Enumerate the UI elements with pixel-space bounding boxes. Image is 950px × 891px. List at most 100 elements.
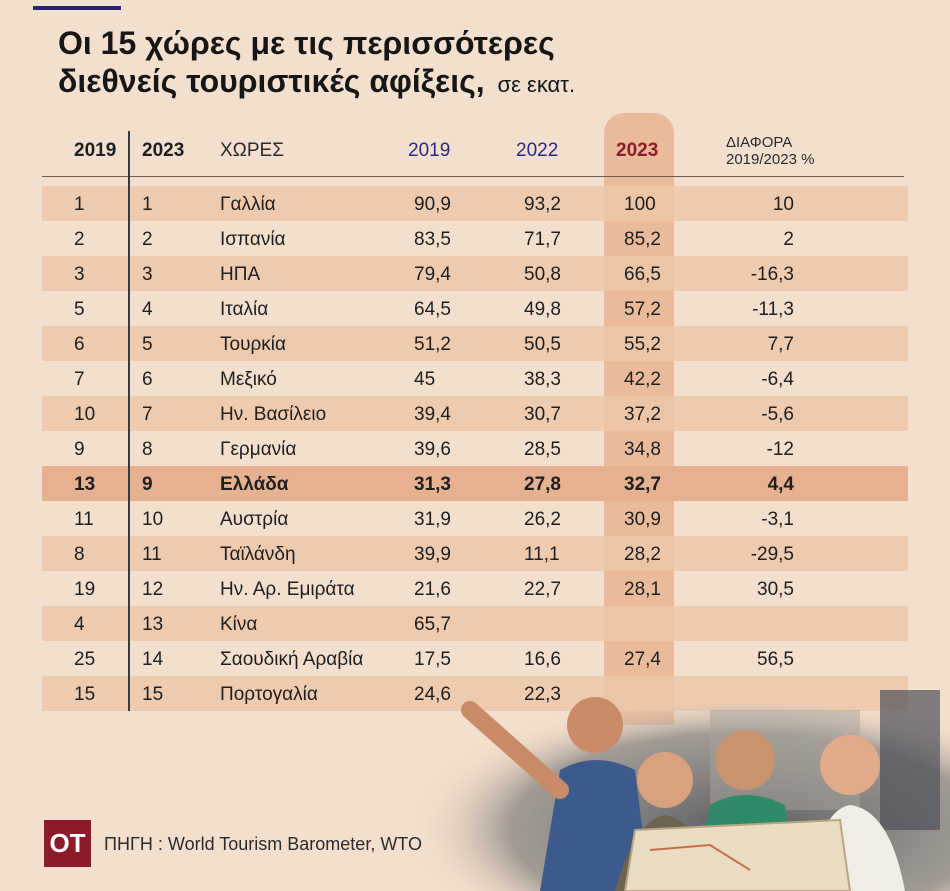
rank-2023-cell: 7 <box>142 404 153 425</box>
arrivals-2019-cell: 31,9 <box>414 509 451 530</box>
arrivals-2023-cell: 28,1 <box>624 579 661 600</box>
table-header: 2019 2023 ΧΩΡΕΣ 2019 2022 2023 ΔΙΑΦΟΡΑ 2… <box>42 128 908 178</box>
table-row: 1 1 Γαλλία 90,9 93,2 100 10 <box>42 186 908 221</box>
arrivals-2022-cell: 93,2 <box>524 194 561 215</box>
table-row: 2 2 Ισπανία 83,5 71,7 85,2 2 <box>42 221 908 256</box>
rank-2023-cell: 6 <box>142 369 153 390</box>
header-country: ΧΩΡΕΣ <box>220 140 284 161</box>
header-arrivals-2023: 2023 <box>616 140 659 161</box>
arrivals-2019-cell: 39,4 <box>414 404 451 425</box>
arrivals-2023-cell: 100 <box>624 194 656 215</box>
table-row: 8 11 Ταϊλάνδη 39,9 11,1 28,2 -29,5 <box>42 536 908 571</box>
title-line-2: διεθνείς τουριστικές αφίξεις, σε εκατ. <box>58 62 918 104</box>
arrivals-2023-cell: 30,9 <box>624 509 661 530</box>
difference-cell: 4,4 <box>767 474 794 495</box>
country-cell: Ταϊλάνδη <box>220 544 296 565</box>
arrivals-2022-cell: 49,8 <box>524 299 561 320</box>
rank-2023-cell: 14 <box>142 649 164 670</box>
header-arrivals-2019: 2019 <box>408 140 451 161</box>
ot-logo: ΟΤ <box>44 820 91 867</box>
difference-cell: -12 <box>766 439 794 460</box>
arrivals-2019-cell: 45 <box>414 369 436 390</box>
rank-2019-cell: 1 <box>74 194 85 215</box>
difference-cell: 30,5 <box>757 579 794 600</box>
country-cell: Ην. Βασίλειο <box>220 404 327 425</box>
row-band <box>42 256 908 291</box>
arrivals-2022-cell: 27,8 <box>524 474 561 495</box>
difference-cell: -29,5 <box>750 544 794 565</box>
row-band <box>42 606 908 641</box>
arrivals-2022-cell: 30,7 <box>524 404 561 425</box>
header-divider <box>42 176 904 177</box>
country-cell: Ελλάδα <box>220 474 289 495</box>
rank-2019-cell: 9 <box>74 439 85 460</box>
rank-2023-cell: 10 <box>142 509 164 530</box>
header-rank-2019: 2019 <box>74 140 117 161</box>
table-row: 5 4 Ιταλία 64,5 49,8 57,2 -11,3 <box>42 291 908 326</box>
difference-cell: -16,3 <box>750 264 794 285</box>
table-row-highlight: 13 9 Ελλάδα 31,3 27,8 32,7 4,4 <box>42 466 908 501</box>
title-line-1: Οι 15 χώρες με τις περισσότερες <box>58 25 555 61</box>
arrivals-2022-cell: 38,3 <box>524 369 561 390</box>
arrivals-2022-cell: 50,5 <box>524 334 561 355</box>
rank-2019-cell: 6 <box>74 334 85 355</box>
difference-cell: -11,3 <box>752 299 794 320</box>
country-cell: Αυστρία <box>220 509 289 530</box>
rank-2023-cell: 4 <box>142 299 153 320</box>
difference-cell: 7,7 <box>767 334 794 355</box>
chart-title: Οι 15 χώρες με τις περισσότερες διεθνείς… <box>58 24 918 104</box>
rank-2019-cell: 10 <box>74 404 96 425</box>
header-arrivals-2022: 2022 <box>516 140 559 161</box>
arrivals-2023-cell: 85,2 <box>624 229 661 250</box>
table-row: 11 10 Αυστρία 31,9 26,2 30,9 -3,1 <box>42 501 908 536</box>
rank-2019-cell: 3 <box>74 264 85 285</box>
source-note: ΠΗΓΗ : World Tourism Barometer, WTO <box>104 834 422 854</box>
rank-2023-cell: 9 <box>142 474 153 495</box>
rank-2023-cell: 1 <box>142 194 153 215</box>
rank-2019-cell: 11 <box>74 509 94 530</box>
rank-2023-cell: 2 <box>142 229 153 250</box>
arrivals-2023-cell: 42,2 <box>624 369 661 390</box>
arrivals-2022-cell: 50,8 <box>524 264 561 285</box>
country-cell: ΗΠΑ <box>220 264 261 285</box>
country-cell: Ισπανία <box>220 229 286 250</box>
table-row: 6 5 Τουρκία 51,2 50,5 55,2 7,7 <box>42 326 908 361</box>
rank-2023-cell: 5 <box>142 334 153 355</box>
table-body: 1 1 Γαλλία 90,9 93,2 100 10 2 2 Ισπανία 83,5 71,7 85… <box>42 186 908 711</box>
row-band <box>42 326 908 361</box>
header-difference: ΔΙΑΦΟΡΑ 2019/2023 % <box>726 134 814 168</box>
difference-cell: -5,6 <box>761 404 794 425</box>
header-rank-2023: 2023 <box>142 140 185 161</box>
country-cell: Σαουδική Αραβία <box>220 649 364 670</box>
difference-cell: 10 <box>772 194 794 215</box>
country-cell: Τουρκία <box>220 334 286 355</box>
arrivals-2022-cell: 11,1 <box>524 544 560 565</box>
arrivals-2019-cell: 39,6 <box>414 439 451 460</box>
arrivals-2019-cell: 21,6 <box>414 579 451 600</box>
rank-2019-cell: 5 <box>74 299 85 320</box>
row-band <box>42 396 908 431</box>
arrivals-2022-cell: 71,7 <box>524 229 561 250</box>
table-row: 3 3 ΗΠΑ 79,4 50,8 66,5 -16,3 <box>42 256 908 291</box>
row-band <box>42 466 908 501</box>
arrivals-2023-cell: 34,8 <box>624 439 661 460</box>
arrivals-2023-cell: 27,4 <box>624 649 661 670</box>
title-line-2-text: διεθνείς τουριστικές αφίξεις, <box>58 63 485 99</box>
table-row: 25 14 Σαουδική Αραβία 17,5 16,6 27,4 56,5 <box>42 641 908 676</box>
difference-cell: -6,4 <box>761 369 794 390</box>
arrivals-2019-cell: 65,7 <box>414 614 451 635</box>
arrivals-2019-cell: 83,5 <box>414 229 451 250</box>
table-row: 4 13 Κίνα 65,7 <box>42 606 908 641</box>
country-cell: Γερμανία <box>220 439 297 460</box>
rank-2019-cell: 7 <box>74 369 85 390</box>
rank-2023-cell: 15 <box>142 684 164 705</box>
arrivals-2022-cell: 16,6 <box>524 649 561 670</box>
arrivals-2022-cell: 28,5 <box>524 439 561 460</box>
arrivals-2023-cell: 66,5 <box>624 264 661 285</box>
row-band <box>42 536 908 571</box>
arrivals-2019-cell: 51,2 <box>414 334 451 355</box>
country-cell: Μεξικό <box>220 369 277 390</box>
arrivals-2022-cell: 22,7 <box>524 579 561 600</box>
rank-2019-cell: 13 <box>74 474 96 495</box>
header-diff-line-1: ΔΙΑΦΟΡΑ <box>726 134 793 151</box>
